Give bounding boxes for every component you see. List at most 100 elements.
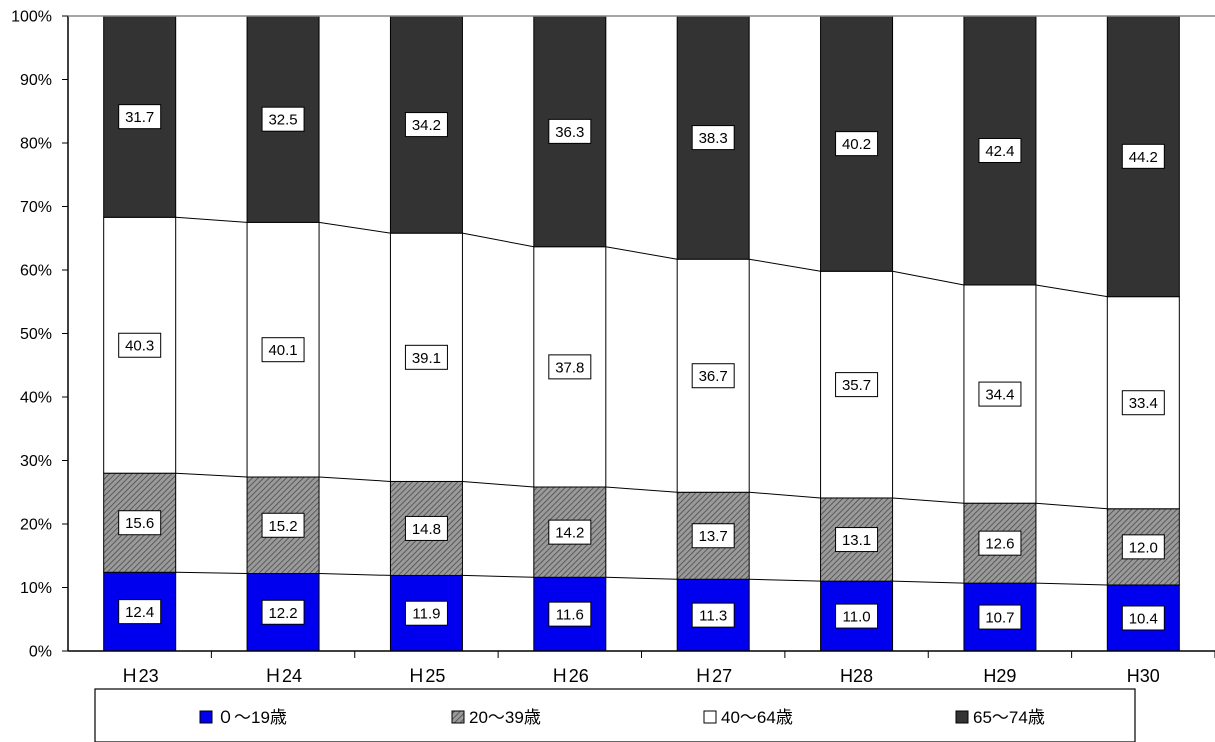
- data-label-0-19-H24: 12.2: [268, 605, 297, 622]
- data-label-box: [691, 363, 735, 389]
- y-tick-label: 20%: [20, 517, 52, 534]
- data-label-box: [261, 106, 305, 132]
- data-label-65-74-H24: 32.5: [268, 112, 297, 129]
- data-label-box: [118, 599, 162, 625]
- y-tick-label: 80%: [20, 136, 52, 153]
- y-tick-label: 60%: [20, 263, 52, 280]
- data-label-box: [691, 602, 735, 628]
- data-label-box: [835, 372, 879, 398]
- data-label-40-64-H24: 40.1: [268, 342, 297, 359]
- data-label-box: [404, 515, 448, 541]
- data-label-40-64-H26: 37.8: [555, 359, 584, 376]
- series-line-0-19: [175, 571, 248, 575]
- data-label-box: [835, 527, 879, 553]
- legend-swatch-40-64: [703, 710, 717, 724]
- data-label-0-19-H25: 11.9: [412, 606, 440, 623]
- series-line-20-39: [892, 497, 964, 504]
- data-label-box: [548, 118, 592, 144]
- data-label-20-39-H28: 13.1: [842, 532, 871, 549]
- data-label-box: [548, 354, 592, 380]
- data-label-box: [118, 510, 162, 536]
- data-label-0-19-H29: 10.7: [985, 610, 1014, 627]
- y-tick-label: 90%: [20, 72, 52, 89]
- data-label-box: [261, 599, 305, 625]
- data-label-20-39-H29: 12.6: [985, 536, 1014, 553]
- x-tick-label-H28: H28: [840, 666, 873, 686]
- plot-area: 12.4 15.6 40.3 31.7 12.2 15.2 40.1 32.5 11.9 14.8…: [103, 15, 1180, 652]
- y-tick-label: 0%: [29, 644, 52, 661]
- data-label-40-64-H28: 35.7: [842, 377, 871, 394]
- data-label-65-74-H25: 34.2: [412, 117, 441, 134]
- data-label-box: [261, 337, 305, 363]
- series-line-40-64: [175, 216, 248, 223]
- series-line-40-64: [892, 270, 965, 286]
- data-label-box: [978, 137, 1022, 163]
- y-tick-label: 40%: [20, 390, 52, 407]
- data-label-box: [548, 601, 592, 627]
- data-label-box: [691, 125, 735, 151]
- y-tick-label: 50%: [20, 326, 52, 343]
- data-label-20-39-H30: 12.0: [1129, 539, 1158, 556]
- data-label-40-64-H29: 34.4: [985, 387, 1014, 404]
- y-tick-label: 100%: [11, 9, 52, 26]
- data-label-20-39-H25: 14.8: [412, 521, 441, 538]
- series-line-0-19: [892, 580, 964, 584]
- series-line-0-19: [1035, 582, 1108, 586]
- series-line-0-19: [319, 573, 391, 576]
- x-tick-label-H24: Ｈ24: [264, 666, 302, 686]
- legend-label-40-64: 40～64歳: [721, 708, 793, 727]
- legend-swatch-65-74: [955, 710, 969, 724]
- series-line-40-64: [1035, 284, 1108, 298]
- data-label-40-64-H27: 36.7: [699, 368, 728, 385]
- data-label-40-64-H30: 33.4: [1129, 395, 1158, 412]
- x-tick-label-H23: Ｈ23: [121, 666, 159, 686]
- data-label-box: [978, 381, 1022, 407]
- bar-65-74-H30: [1106, 15, 1180, 298]
- series-line-20-39: [319, 476, 391, 482]
- data-label-40-64-H23: 40.3: [125, 338, 154, 355]
- y-tick-label: 70%: [20, 199, 52, 216]
- series-line-20-39: [1035, 502, 1108, 510]
- data-label-box: [835, 131, 879, 157]
- legend-label-0-19: ０～19歳: [217, 708, 287, 727]
- series-line-40-64: [749, 258, 821, 272]
- data-label-65-74-H29: 42.4: [985, 143, 1014, 160]
- y-tick-label: 10%: [20, 580, 52, 597]
- y-tick-label: 30%: [20, 453, 52, 470]
- x-tick-label-H25: Ｈ25: [407, 666, 445, 686]
- data-label-box: [404, 344, 448, 370]
- series-line-20-39: [175, 472, 248, 478]
- data-label-65-74-H30: 44.2: [1129, 149, 1158, 166]
- series-line-40-64: [605, 246, 678, 260]
- data-label-box: [404, 112, 448, 138]
- data-label-0-19-H28: 11.0: [843, 609, 871, 626]
- legend-swatch-20-39: [451, 710, 465, 724]
- data-label-box: [978, 604, 1022, 630]
- data-label-box: [691, 523, 735, 549]
- series-line-0-19: [605, 576, 678, 580]
- data-label-0-19-H23: 12.4: [125, 604, 154, 621]
- data-label-box: [548, 519, 592, 545]
- data-label-box: [1121, 390, 1165, 416]
- series-line-20-39: [605, 486, 678, 493]
- x-tick-label-H27: Ｈ27: [694, 666, 732, 686]
- data-label-65-74-H23: 31.7: [125, 109, 154, 126]
- x-tick-label-H26: Ｈ26: [551, 666, 589, 686]
- data-label-65-74-H28: 40.2: [842, 136, 871, 153]
- legend-swatch-0-19: [199, 710, 213, 724]
- legend-label-20-39: 20～39歳: [469, 708, 541, 727]
- data-label-0-19-H27: 11.3: [699, 608, 727, 625]
- data-label-box: [1121, 143, 1165, 169]
- series-line-20-39: [749, 491, 821, 499]
- data-label-20-39-H24: 15.2: [268, 518, 297, 535]
- x-tick-label-H29: H29: [983, 666, 1016, 686]
- data-label-box: [835, 603, 879, 629]
- data-label-20-39-H26: 14.2: [555, 525, 584, 542]
- legend: ０～19歳 20～39歳 40～64歳 65～74歳: [94, 688, 1136, 742]
- series-line-0-19: [749, 578, 821, 582]
- series-line-20-39: [462, 480, 534, 488]
- series-line-40-64: [318, 221, 391, 234]
- series-line-40-64: [462, 232, 534, 248]
- legend-label-65-74: 65～74歳: [973, 708, 1045, 727]
